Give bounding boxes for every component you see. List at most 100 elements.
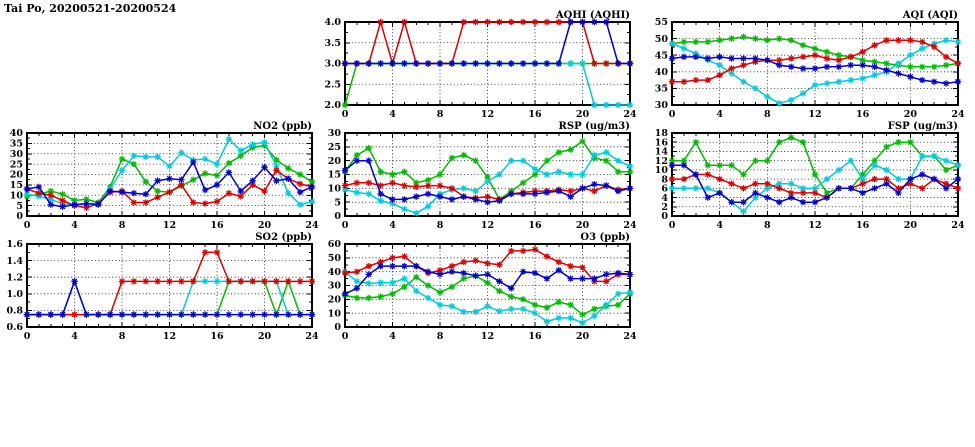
aqhi-series-blue-markers [341, 18, 634, 67]
y-tick-label: 10 [328, 184, 342, 195]
x-tick-label: 8 [437, 109, 444, 120]
y-tick-label: 55 [655, 17, 668, 28]
y-tick-label: 3.0 [324, 59, 341, 70]
x-tick-label: 12 [808, 220, 821, 231]
plot-frame-so2 [26, 243, 313, 328]
plot-frame-fsp [671, 132, 959, 217]
x-tick-label: 0 [342, 331, 349, 342]
chart-aqi: 30 35 40 45 50 55 0 4 8 12 16 20 24 AQI (AQI) [655, 10, 965, 120]
y-tick-label: 0 [334, 322, 341, 333]
x-tick-label: 24 [623, 331, 637, 342]
x-tick-label: 0 [24, 331, 31, 342]
y-tick-label: 1.2 [6, 272, 23, 283]
o3-series-red-markers [341, 246, 634, 285]
x-tick-label: 12 [481, 331, 494, 342]
fsp-series-blue-markers [668, 162, 962, 206]
rsp-series-green-markers [341, 138, 634, 203]
x-tick-label: 16 [210, 331, 224, 342]
x-tick-label: 20 [258, 220, 272, 231]
x-tick-label: 24 [623, 109, 637, 120]
x-tick-label: 16 [210, 220, 224, 231]
x-tick-label: 4 [389, 331, 396, 342]
x-tick-label: 20 [576, 331, 590, 342]
o3-series-blue-markers [341, 262, 634, 297]
y-tick-label: 4 [661, 193, 668, 204]
x-tick-label: 0 [669, 109, 676, 120]
x-tick-label: 12 [481, 109, 494, 120]
chart-aqhi: 2.0 2.5 3.0 3.5 4.0 0 4 8 12 16 20 24 AQHI (AQHI) [324, 10, 637, 120]
x-tick-label: 12 [163, 220, 176, 231]
so2-series-blue-line [27, 280, 312, 316]
y-tick-label: 15 [10, 180, 23, 191]
x-tick-label: 8 [437, 331, 444, 342]
y-tick-label: 1.4 [6, 256, 23, 267]
chart-so2: 0.6 0.8 1.0 1.2 1.4 1.6 0 4 8 12 16 20 24 SO2 (ppb) [6, 232, 319, 342]
y-tick-label: 0 [334, 211, 341, 222]
y-tick-label: 30 [328, 128, 342, 139]
y-tick-label: 4.0 [324, 17, 341, 28]
x-tick-label: 4 [389, 109, 396, 120]
tick-labels-aqhi: 2.0 2.5 3.0 3.5 4.0 0 4 8 12 16 20 24 [324, 17, 637, 120]
rsp-series-cyan-markers [341, 149, 634, 217]
y-tick-label: 50 [655, 34, 669, 45]
y-tick-label: 45 [655, 50, 668, 61]
grid-so2 [27, 244, 312, 327]
x-tick-label: 8 [764, 220, 771, 231]
x-tick-label: 20 [904, 109, 918, 120]
x-tick-label: 12 [808, 109, 821, 120]
page-title: Tai Po, 20200521-20200524 [4, 2, 177, 15]
y-tick-label: 3.5 [324, 38, 341, 49]
so2-series-red-markers [23, 249, 316, 318]
aqi-series-blue-markers [668, 53, 962, 87]
chart-title-o3: O3 (ppb) [580, 232, 630, 243]
y-tick-label: 30 [328, 281, 342, 292]
y-tick-label: 10 [10, 190, 24, 201]
x-tick-label: 8 [119, 331, 126, 342]
tick-labels-rsp: 0 5 10 15 20 25 30 0 4 8 12 16 20 24 [328, 128, 637, 231]
chart-title-no2: NO2 (ppb) [253, 121, 312, 132]
so2-series-green-line [27, 280, 312, 316]
tick-labels-o3: 0 10 20 30 40 50 60 0 4 8 12 16 20 24 [328, 239, 637, 342]
x-tick-label: 16 [856, 220, 870, 231]
chart-title-fsp: FSP (ug/m3) [888, 121, 958, 132]
x-tick-label: 0 [342, 220, 349, 231]
plot-frame-o3 [344, 243, 631, 328]
y-tick-label: 10 [655, 165, 669, 176]
y-tick-label: 8 [661, 174, 668, 185]
y-tick-label: 0.8 [6, 306, 23, 317]
y-tick-label: 14 [655, 147, 669, 158]
x-tick-label: 0 [342, 109, 349, 120]
x-tick-label: 8 [119, 220, 126, 231]
y-tick-label: 16 [655, 137, 669, 148]
y-tick-label: 20 [10, 170, 24, 181]
y-tick-label: 6 [661, 184, 668, 195]
x-tick-label: 24 [305, 331, 319, 342]
x-tick-label: 16 [528, 109, 542, 120]
x-tick-label: 16 [856, 109, 870, 120]
y-tick-label: 50 [328, 253, 342, 264]
x-tick-label: 4 [716, 220, 723, 231]
x-tick-label: 4 [71, 220, 78, 231]
y-tick-label: 20 [328, 156, 342, 167]
y-tick-label: 40 [328, 267, 342, 278]
y-tick-label: 25 [328, 142, 341, 153]
x-tick-label: 16 [528, 331, 542, 342]
y-tick-label: 40 [655, 67, 669, 78]
y-tick-label: 2 [661, 202, 668, 213]
x-tick-label: 20 [258, 331, 272, 342]
y-tick-label: 10 [328, 308, 342, 319]
y-tick-label: 30 [655, 100, 669, 111]
x-tick-label: 8 [437, 220, 444, 231]
x-tick-label: 20 [904, 220, 918, 231]
x-tick-label: 4 [716, 109, 723, 120]
x-tick-label: 0 [669, 220, 676, 231]
chart-o3: 0 10 20 30 40 50 60 0 4 8 12 16 20 24 O3 (ppb) [328, 232, 637, 342]
y-tick-label: 25 [10, 159, 23, 170]
y-tick-label: 60 [328, 239, 342, 250]
no2-series-blue-markers [23, 158, 316, 210]
y-tick-label: 0 [661, 211, 668, 222]
y-tick-label: 2.5 [324, 79, 341, 90]
so2-series-cyan-line [27, 280, 312, 316]
so2-series-blue-markers [23, 278, 316, 318]
